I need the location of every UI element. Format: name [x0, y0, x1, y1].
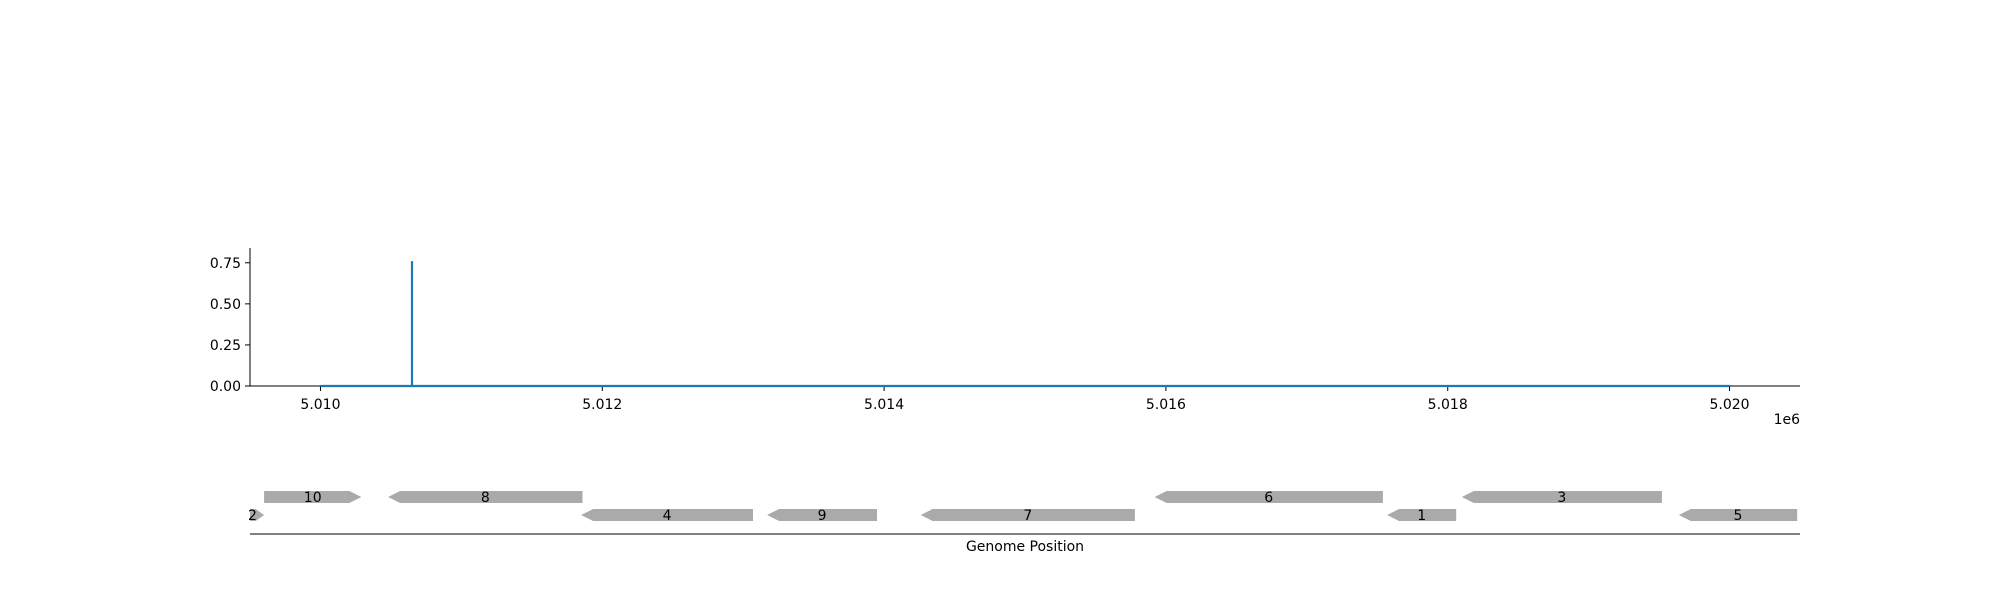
gene-track: 10 8 6 3 2 4 9 7 1 5 Genome Position — [248, 490, 1800, 555]
gene-7: 7 — [920, 508, 1135, 524]
gene-arrow — [1154, 491, 1383, 503]
gene-arrow — [920, 509, 1135, 521]
x-ticks: 5.010 5.012 5.014 5.016 5.018 5.020 — [300, 386, 1750, 413]
x-tick-label: 5.014 — [864, 397, 904, 413]
x-tick-label: 5.020 — [1709, 397, 1749, 413]
gene-6: 6 — [1154, 490, 1383, 506]
x-tick-label: 5.012 — [582, 397, 622, 413]
gene-arrows: 10 8 6 3 2 4 9 7 1 5 — [248, 490, 1798, 524]
gene-8: 8 — [388, 490, 583, 506]
gene-label: 6 — [1264, 490, 1273, 506]
x-offset-label: 1e6 — [1774, 412, 1801, 428]
coverage-series-line — [320, 261, 1730, 388]
gene-arrow — [1678, 509, 1798, 521]
y-ticks: 0.00 0.25 0.50 0.75 — [210, 256, 250, 395]
gene-label: 9 — [818, 508, 827, 524]
gene-label: 5 — [1734, 508, 1743, 524]
x-tick-label: 5.010 — [300, 397, 340, 413]
gene-label: 7 — [1023, 508, 1032, 524]
gene-label: 4 — [663, 508, 672, 524]
gene-10: 10 — [264, 490, 362, 506]
gene-label: 10 — [304, 490, 322, 506]
gene-1: 1 — [1387, 508, 1457, 524]
gene-label: 3 — [1557, 490, 1566, 506]
gene-9: 9 — [767, 508, 877, 524]
y-tick-label: 0.50 — [210, 297, 241, 313]
gene-label: 2 — [248, 508, 257, 524]
gene-arrow — [1387, 509, 1457, 521]
x-tick-label: 5.016 — [1146, 397, 1186, 413]
x-axis-label: Genome Position — [966, 539, 1084, 555]
gene-arrow — [250, 509, 265, 521]
gene-4: 4 — [581, 508, 753, 524]
gene-5: 5 — [1678, 508, 1798, 524]
gene-arrow — [388, 491, 583, 503]
coverage-plot: 0.000.250.500.75 5.010 5.012 5.014 5.016 5.0… — [210, 248, 1800, 428]
gene-label: 8 — [481, 490, 490, 506]
gene-2: 2 — [248, 508, 265, 524]
gene-arrow — [264, 491, 362, 503]
gene-label: 1 — [1417, 508, 1426, 524]
x-tick-label: 5.018 — [1428, 397, 1468, 413]
gene-arrow — [581, 509, 753, 521]
y-tick-label: 0.75 — [210, 256, 241, 272]
series-group — [320, 261, 1730, 388]
y-tick-label: 0.00 — [210, 379, 241, 395]
gene-3: 3 — [1461, 490, 1662, 506]
y-tick-label: 0.25 — [210, 338, 241, 354]
gene-arrow — [767, 509, 877, 521]
gene-arrow — [1461, 491, 1662, 503]
